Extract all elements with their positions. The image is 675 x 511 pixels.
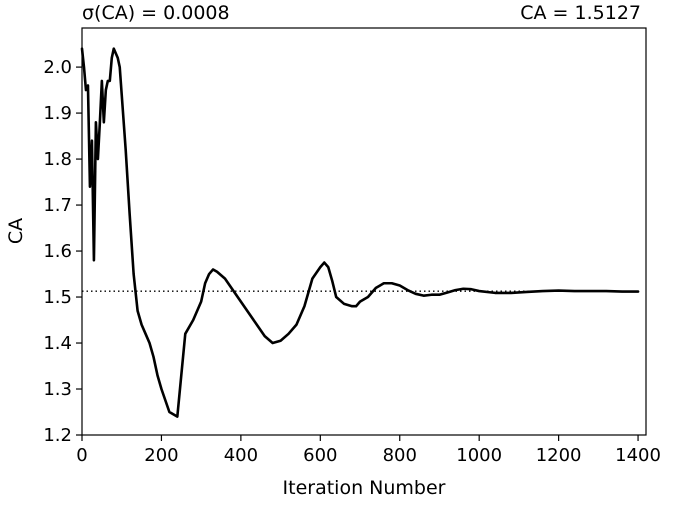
chart-title-left: σ(CA) = 0.0008 [82,2,230,24]
x-axis-ticks: 0 200 400 600 800 1000 1200 1400 [76,435,661,466]
x-tick-label: 600 [303,445,337,466]
y-tick-label: 1.2 [43,425,72,446]
y-tick-label: 1.6 [43,241,72,262]
chart-title-right: CA = 1.5127 [520,2,641,24]
x-tick-label: 400 [224,445,258,466]
plot-frame [81,27,647,436]
y-tick-label: 2.0 [43,57,72,78]
y-tick-label: 1.7 [43,195,72,216]
x-tick-label: 0 [76,445,87,466]
x-tick-label: 1200 [536,445,582,466]
y-axis-ticks: 1.2 1.3 1.4 1.5 1.6 1.7 1.8 1.9 2.0 [43,57,82,446]
x-axis-label: Iteration Number [283,477,446,499]
y-tick-label: 1.5 [43,287,72,308]
series-line-0 [80,47,640,418]
y-tick-label: 1.4 [43,333,72,354]
y-tick-label: 1.9 [43,103,72,124]
y-axis-label: CA [5,218,27,244]
x-tick-label: 800 [383,445,417,466]
plot-area [80,47,640,418]
x-tick-label: 1400 [615,445,661,466]
x-tick-label: 1000 [456,445,502,466]
x-tick-label: 200 [144,445,178,466]
y-tick-label: 1.3 [43,379,72,400]
y-tick-label: 1.8 [43,149,72,170]
